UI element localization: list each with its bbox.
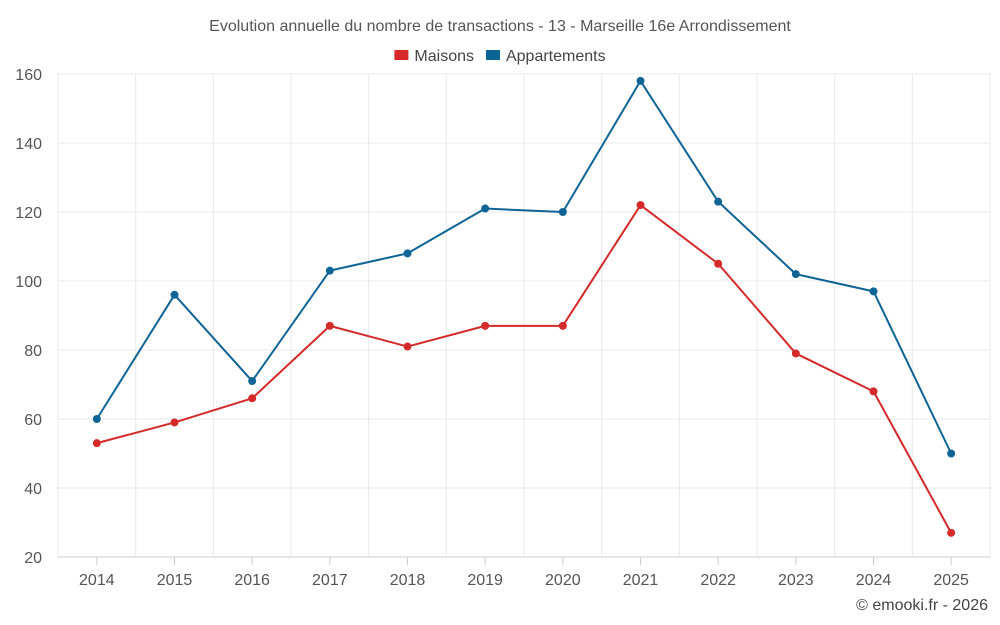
grid [57,73,991,558]
series-layer [92,76,956,537]
legend-swatch [485,50,500,60]
data-point-maisons[interactable] [481,321,490,330]
data-point-maisons[interactable] [947,528,956,537]
data-point-maisons[interactable] [714,259,723,268]
data-point-appartements[interactable] [947,449,956,458]
x-tick-label: 2018 [390,572,426,589]
data-point-maisons[interactable] [791,349,800,358]
y-axis: 20 40 60 80 100 120 140 160 [15,67,42,567]
legend-swatch [394,50,409,60]
x-tick-label: 2023 [778,572,814,589]
series-appartements [92,76,956,458]
data-point-maisons[interactable] [636,201,645,210]
legend-label: Maisons [414,48,474,65]
data-point-appartements[interactable] [791,270,800,279]
y-tick-label: 20 [24,550,42,567]
series-line-maisons [96,204,953,534]
y-tick-label: 40 [24,481,42,498]
data-point-appartements[interactable] [481,204,490,213]
y-tick-label: 160 [15,67,42,84]
y-tick-label: 80 [24,343,42,360]
x-tick-label: 2020 [545,572,581,589]
x-tick-label: 2025 [933,572,969,589]
data-point-appartements[interactable] [325,266,334,275]
data-point-appartements[interactable] [170,290,179,299]
y-tick-label: 140 [15,136,42,153]
legend-label: Appartements [506,48,606,65]
series-line-appartements [95,79,953,454]
data-point-appartements[interactable] [714,197,723,206]
data-point-maisons[interactable] [248,394,257,403]
x-tick-label: 2021 [623,572,659,589]
x-tick-label: 2015 [157,572,193,589]
data-point-maisons[interactable] [325,321,334,330]
data-point-appartements[interactable] [92,415,101,423]
legend-item-appartements[interactable]: Appartements [485,48,606,65]
y-tick-label: 120 [15,205,42,222]
data-point-maisons[interactable] [403,342,412,351]
data-point-appartements[interactable] [248,377,257,386]
x-tick-label: 2016 [234,572,270,589]
x-tick-label: 2022 [700,572,736,589]
data-point-appartements[interactable] [403,249,412,258]
credit-text: © emooki.fr - 2026 [856,597,988,614]
legend-item-maisons[interactable]: Maisons [394,48,474,65]
chart-title: Evolution annuelle du nombre de transact… [209,18,791,35]
x-tick-label: 2019 [467,572,503,589]
x-axis: 2014 2015 2016 2017 2018 2019 2020 2021 2022 2023… [79,557,969,589]
x-tick-label: 2017 [312,572,348,589]
data-point-maisons[interactable] [170,418,179,427]
data-point-appartements[interactable] [558,208,567,216]
data-point-maisons[interactable] [558,321,567,330]
legend: Maisons Appartements [394,48,606,65]
x-tick-label: 2014 [79,572,115,589]
data-point-appartements[interactable] [869,287,878,296]
data-point-maisons[interactable] [92,439,101,448]
series-maisons [92,201,956,537]
y-tick-label: 100 [15,274,42,291]
y-tick-label: 60 [24,412,42,429]
data-point-maisons[interactable] [869,387,878,396]
x-tick-label: 2024 [856,572,892,589]
data-point-appartements[interactable] [636,76,645,85]
